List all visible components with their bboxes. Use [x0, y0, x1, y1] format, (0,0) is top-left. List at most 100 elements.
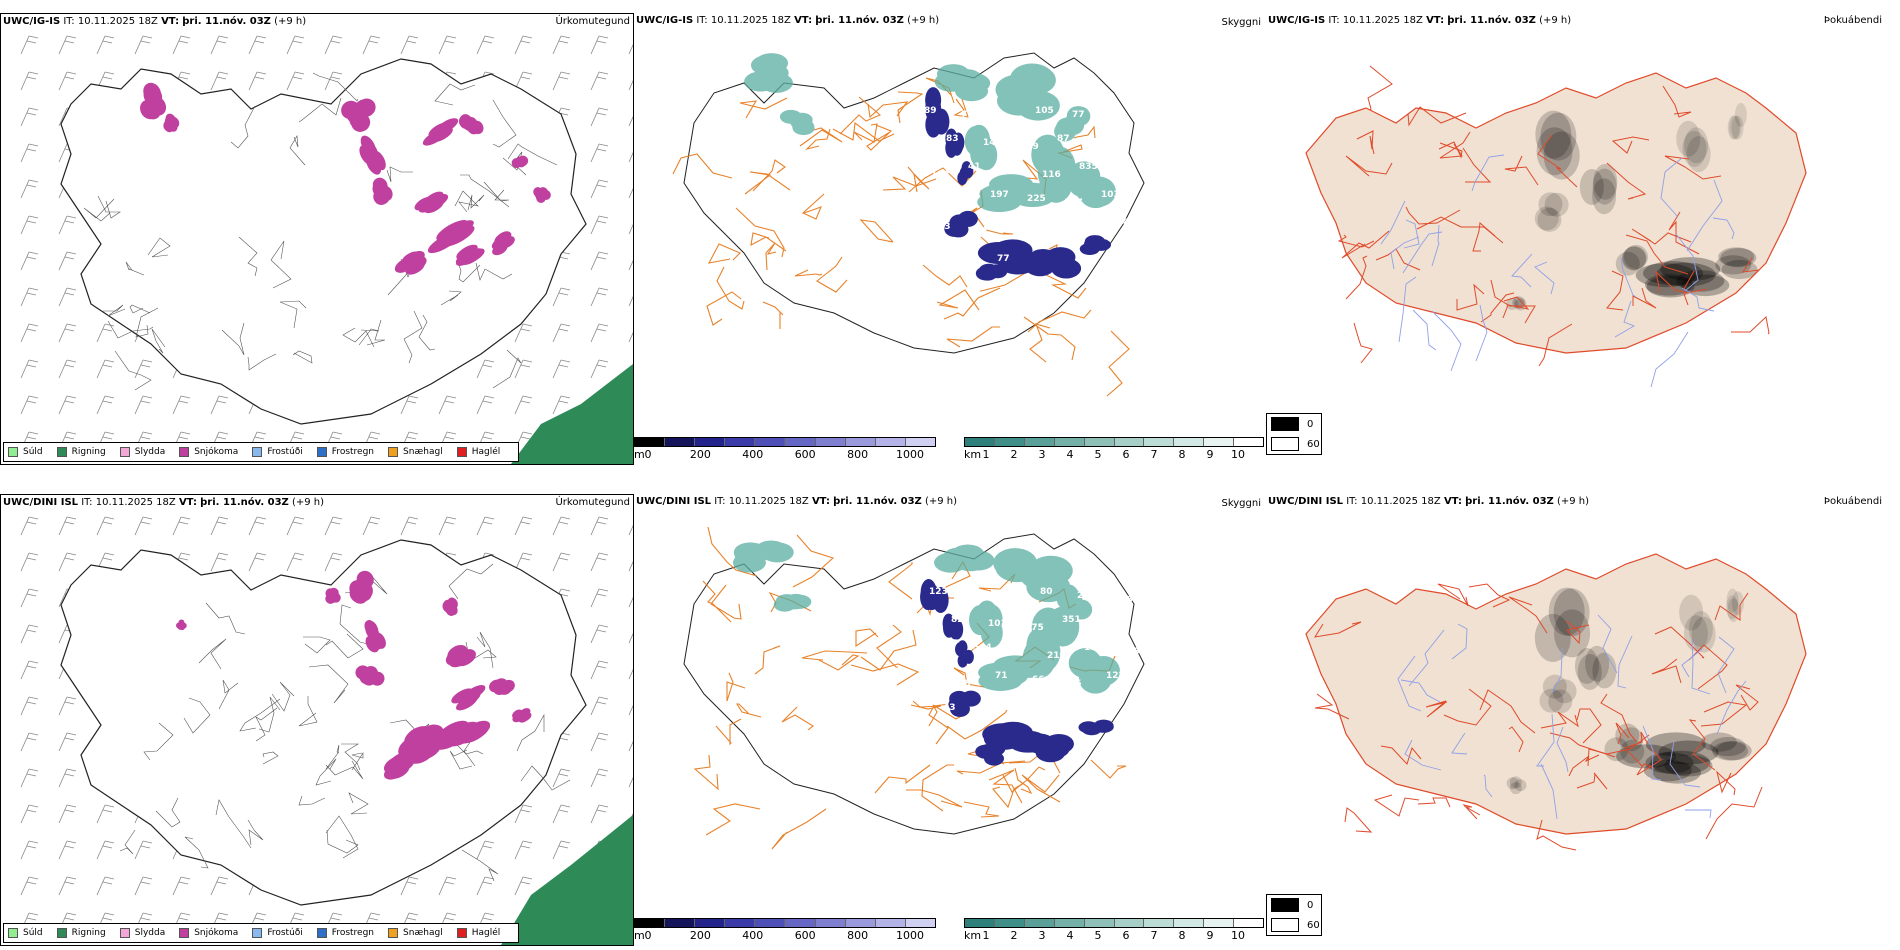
- legend-item: Frostregn: [316, 447, 375, 457]
- colorbar-tick: 8: [1178, 929, 1186, 942]
- visibility-colorbar: [964, 918, 1264, 928]
- fog-legend: 0 60: [1266, 413, 1322, 455]
- fog-legend-swatch: [1271, 898, 1299, 912]
- ceiling-map: 123 321 210 80 20 116 82 101 275 351 879 229 544 39 21…: [683, 526, 1145, 850]
- legend-label: Slydda: [134, 928, 166, 938]
- legend-item: Snjókoma: [179, 447, 238, 457]
- ceiling-value: 89: [924, 106, 937, 116]
- colorbar-step: [755, 919, 786, 927]
- legend-item: Frostúði: [252, 447, 303, 457]
- colorbar-tick: 200: [689, 448, 711, 461]
- ceiling-value: 197: [990, 190, 1009, 200]
- legend-swatch: [456, 928, 467, 938]
- ceiling-colorbar: [634, 918, 936, 928]
- legend-swatch: [252, 928, 263, 938]
- colorbar-step: [965, 919, 995, 927]
- legend-swatch: [119, 928, 130, 938]
- colorbar-step: [994, 438, 1025, 446]
- ceiling-value: 41: [968, 162, 981, 172]
- colorbar-step: [785, 919, 816, 927]
- colorbar-tick: 1000: [896, 448, 924, 461]
- legend-swatch: [179, 928, 190, 938]
- colorbar-step: [965, 438, 995, 446]
- ceiling-scale: m 0 200 400 600 800 1000: [634, 918, 936, 942]
- legend-item: Rigning: [56, 447, 106, 457]
- legend-swatch: [388, 447, 399, 457]
- legend-label: Snjókoma: [194, 447, 239, 457]
- ceiling-value: 210: [1003, 595, 1022, 605]
- legend-swatch: [316, 928, 327, 938]
- panel-type-label: Skyggni: [1221, 498, 1261, 509]
- ceiling-value: 55: [1005, 166, 1018, 176]
- colorbar-tick: 7: [1150, 448, 1158, 461]
- colorbar-tick: 10: [1231, 448, 1245, 461]
- ceiling-value: 229: [936, 651, 955, 661]
- colorbar-step: [1174, 919, 1205, 927]
- visibility-colorbar: [964, 437, 1264, 447]
- colorbar-step: [695, 438, 726, 446]
- colorbar-tick: 200: [689, 929, 711, 942]
- ceiling-value: 123: [1086, 226, 1105, 236]
- panel-title: UWC/IG-IS IT: 10.11.2025 18Z VT: þri. 11…: [636, 15, 940, 26]
- panel-title: UWC/DINI ISL IT: 10.11.2025 18Z VT: þri.…: [1268, 496, 1590, 507]
- colorbar-step: [1114, 438, 1145, 446]
- precip-map: [20, 516, 633, 945]
- legend-label: Slydda: [134, 447, 166, 457]
- legend-label: Súld: [23, 447, 43, 457]
- colorbar-step: [905, 919, 935, 927]
- colorbar-step: [1084, 438, 1115, 446]
- legend-item: Rigning: [56, 928, 106, 938]
- legend-item: Snjókoma: [179, 928, 238, 938]
- legend-label: Frostúði: [267, 928, 303, 938]
- colorbar-step: [875, 919, 906, 927]
- legend-label: Haglél: [471, 928, 501, 938]
- colorbar-step: [815, 438, 846, 446]
- ceiling-value: 249: [1020, 142, 1039, 152]
- ceiling-value: 150: [1084, 643, 1103, 653]
- colorbar-step: [1234, 919, 1264, 927]
- fog-legend-row: 0: [1267, 414, 1321, 434]
- panel-type-label: Skyggni: [1221, 17, 1261, 28]
- colorbar-tick: 800: [847, 929, 869, 942]
- ceiling-value: 91: [1049, 222, 1062, 232]
- legend-label: Frostúði: [267, 447, 303, 457]
- ceiling-value: 80: [1040, 587, 1053, 597]
- legend-item: Haglél: [456, 928, 501, 938]
- colorbar-tick: 1: [982, 448, 990, 461]
- ceiling-value: 21: [960, 250, 973, 260]
- colorbar-tick: 6: [1122, 929, 1130, 942]
- colorbar-tick: 1000: [896, 929, 924, 942]
- colorbar-step: [994, 919, 1025, 927]
- colorbar-tick: 0: [644, 448, 652, 461]
- ceiling-visibility-panel: UWC/IG-IS IT: 10.11.2025 18Z VT: þri. 11…: [634, 13, 1264, 463]
- legend-label: Rigning: [71, 928, 106, 938]
- colorbar-step: [665, 919, 696, 927]
- colorbar-tick: 3: [1038, 929, 1046, 942]
- ceiling-value: 71: [961, 110, 974, 120]
- panel-title: UWC/DINI ISL IT: 10.11.2025 18Z VT: þri.…: [3, 497, 325, 508]
- fog-indicator-panel: UWC/IG-IS IT: 10.11.2025 18Z VT: þri. 11…: [1266, 13, 1900, 463]
- legend-label: Haglél: [471, 447, 501, 457]
- panel-type-label: Úrkomutegund: [555, 497, 630, 508]
- precip-map: [20, 35, 633, 464]
- colorbar-step: [785, 438, 816, 446]
- fog-legend-row: 0: [1267, 895, 1321, 915]
- ceiling-value: 275: [1025, 623, 1044, 633]
- legend-swatch: [56, 928, 67, 938]
- ceiling-value: 56: [1116, 166, 1129, 176]
- ceiling-value: 116: [1114, 595, 1133, 605]
- ceiling-value: 113: [931, 170, 950, 180]
- colorbar-tick: 600: [794, 448, 816, 461]
- legend-label: Frostregn: [331, 447, 375, 457]
- legend-item: Súld: [8, 447, 43, 457]
- ceiling-visibility-panel-2: UWC/DINI ISL IT: 10.11.2025 18Z VT: þri.…: [634, 494, 1264, 944]
- colorbar-tick: 9: [1206, 929, 1214, 942]
- panel-type-label: Þokuábendi: [1823, 15, 1882, 26]
- ceiling-value: 43: [943, 703, 956, 713]
- legend-swatch: [8, 447, 18, 457]
- ceiling-scale: m 0 200 400 600 800 1000: [634, 437, 936, 461]
- colorbar-step: [635, 919, 666, 927]
- ceiling-value: 88: [958, 679, 971, 689]
- colorbar-tick: 6: [1122, 448, 1130, 461]
